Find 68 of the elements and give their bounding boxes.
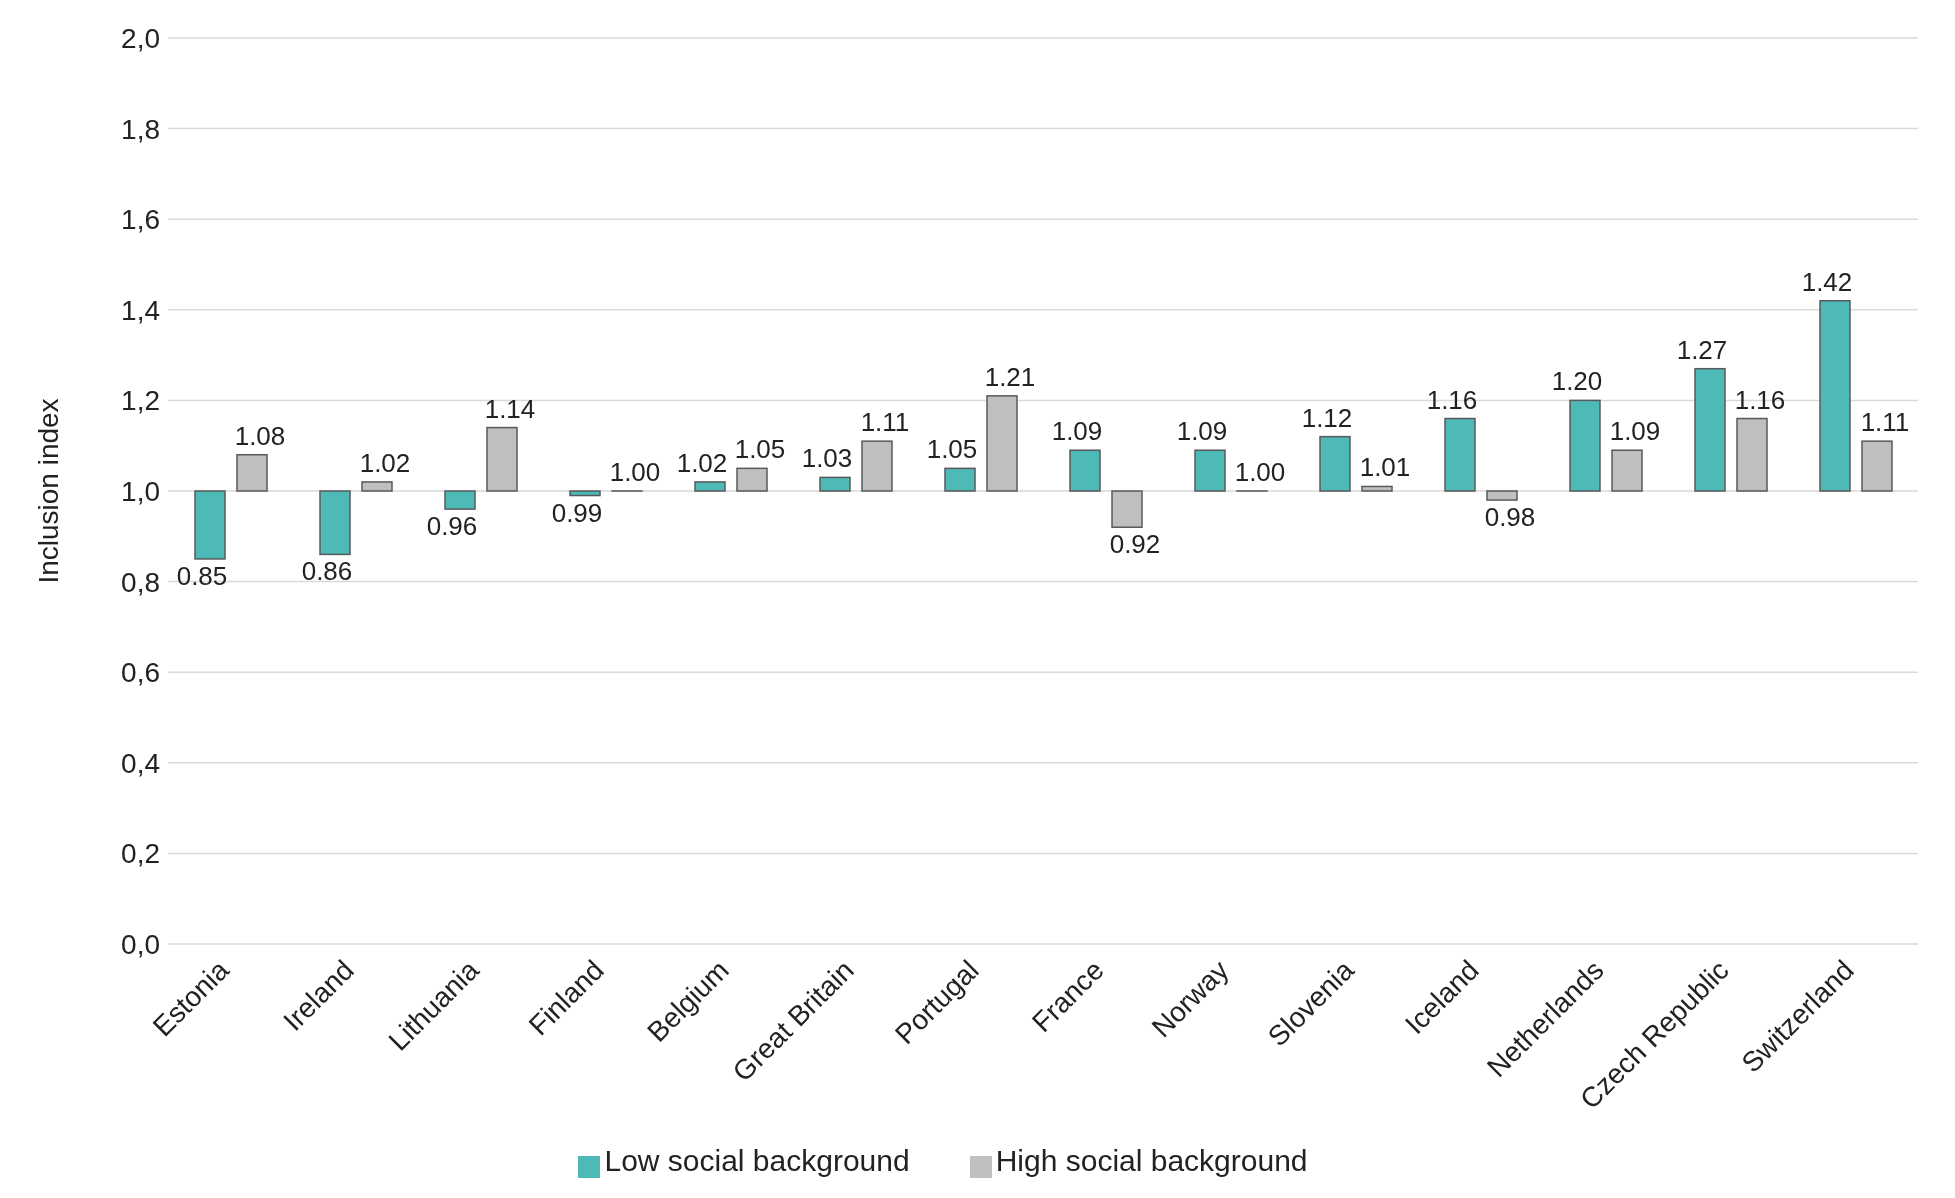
data-label: 1.09 [1609,416,1661,447]
y-tick-label: 1,8 [121,113,160,145]
bar [569,490,601,497]
y-tick-label: 1,0 [121,475,160,507]
data-label: 1.42 [1801,266,1853,297]
y-tick-label: 0,2 [121,838,160,870]
data-label: 1.21 [984,361,1036,392]
data-label: 0.98 [1484,502,1536,533]
y-tick-label: 0,6 [121,657,160,689]
data-label: 1.05 [926,434,978,465]
y-tick-label: 1,6 [121,204,160,236]
bar [1611,449,1643,492]
bar [944,467,976,492]
data-label: 1.00 [609,457,661,487]
data-label: 1.09 [1051,416,1103,447]
data-label: 1.16 [1734,384,1786,415]
bar [1444,417,1476,492]
bar [736,467,768,492]
data-label: 1.05 [734,434,786,465]
data-label: 1.02 [359,447,411,478]
y-tick-label: 0,8 [121,566,160,598]
bar [1111,490,1143,528]
data-label: 1.11 [1860,407,1910,438]
bar [1694,367,1726,492]
data-label: 0.85 [176,560,228,591]
data-label: 1.12 [1301,402,1353,433]
y-tick-label: 1,2 [121,385,160,417]
bar [1819,299,1851,492]
data-label: 0.86 [301,556,353,587]
data-label: 1.02 [676,447,728,478]
bar [319,490,351,556]
data-label: 0.96 [426,511,478,542]
bar [1569,399,1601,492]
bar [1194,449,1226,492]
bar [444,490,476,510]
data-label: 1.00 [1234,457,1286,487]
bar [819,476,851,492]
bar [194,490,226,560]
data-label: 1.01 [1359,452,1411,483]
y-tick-label: 0,0 [121,928,160,960]
bar [486,426,518,492]
bar [1861,440,1893,492]
bar [361,481,393,492]
y-tick-label: 2,0 [121,22,160,54]
bar [1736,417,1768,492]
data-label: 1.09 [1176,416,1228,447]
bar [1486,490,1518,501]
bar [861,440,893,492]
data-label: 1.11 [860,407,910,438]
data-label: 1.08 [234,420,286,451]
data-label: 1.20 [1551,366,1603,397]
legend-label: Low social background [604,1144,910,1177]
data-label: 1.14 [484,393,536,424]
y-tick-label: 0,4 [121,747,160,779]
legend-label: High social background [995,1144,1308,1177]
bar [1361,485,1393,492]
y-tick-label: 1,4 [121,294,160,326]
data-label: 0.92 [1109,529,1161,560]
data-label: 1.03 [801,443,853,474]
bar [236,454,268,492]
bar [986,395,1018,492]
bar [1069,449,1101,492]
y-axis-title: Inclusion index [32,398,64,584]
bar [1319,435,1351,492]
bar [694,481,726,492]
data-label: 1.27 [1676,334,1728,365]
data-label: 1.16 [1426,384,1478,415]
data-label: 0.99 [551,497,603,528]
